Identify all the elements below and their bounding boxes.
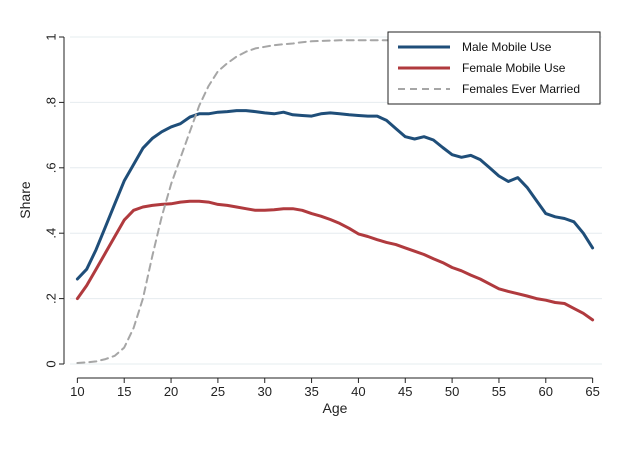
y-tick-label: .2 — [43, 293, 58, 304]
x-axis-title: Age — [323, 400, 348, 416]
x-tick-label: 15 — [117, 384, 131, 399]
x-tick-label: 55 — [492, 384, 506, 399]
x-tick-label: 45 — [398, 384, 412, 399]
x-tick-label: 25 — [211, 384, 225, 399]
y-tick-label: .8 — [43, 97, 58, 108]
series-line-male-mobile-use — [75, 109, 595, 281]
axes: 0 .2 .4 .6 .8 1 10 15 20 25 30 35 40 45 50 55 60 65 Age Sha… — [17, 33, 600, 416]
legend-label: Females Ever Married — [462, 82, 580, 96]
y-tick-label: 1 — [43, 33, 58, 40]
x-tick-label: 10 — [70, 384, 84, 399]
x-tick-label: 60 — [539, 384, 553, 399]
x-tick-label: 20 — [164, 384, 178, 399]
series-line-female-mobile-use — [75, 199, 595, 322]
x-tick-label: 30 — [258, 384, 272, 399]
x-tick-label: 35 — [304, 384, 318, 399]
x-tick-label: 50 — [445, 384, 459, 399]
y-axis-title: Share — [17, 181, 33, 219]
legend-label: Female Mobile Use — [462, 61, 566, 75]
y-tick-label: .4 — [43, 228, 58, 239]
y-tick-label: .6 — [43, 162, 58, 173]
legend-label: Male Mobile Use — [462, 40, 552, 54]
x-tick-label: 65 — [585, 384, 599, 399]
legend: Male Mobile Use Female Mobile Use Females … — [387, 31, 601, 105]
x-tick-label: 40 — [351, 384, 365, 399]
y-tick-label: 0 — [43, 360, 58, 367]
